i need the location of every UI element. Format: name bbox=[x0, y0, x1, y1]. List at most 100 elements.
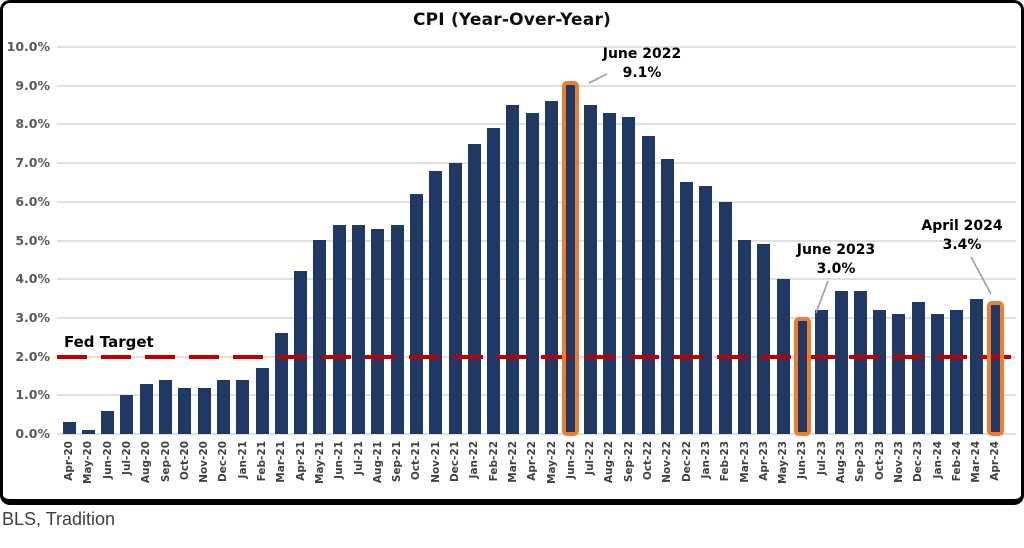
bar-Dec-21 bbox=[449, 163, 462, 434]
x-axis-tick-label: Oct-21 bbox=[410, 441, 422, 481]
x-axis-tick-label: Sep-23 bbox=[854, 441, 866, 483]
bar-Apr-24 bbox=[989, 302, 1002, 434]
x-axis-tick-label: Feb-23 bbox=[719, 441, 731, 482]
bar-Jul-23 bbox=[815, 310, 828, 434]
x-axis-tick-label: May-21 bbox=[314, 441, 326, 485]
bar-Mar-22 bbox=[506, 105, 519, 434]
bar-Apr-20 bbox=[63, 422, 76, 434]
annotation-value: 9.1% bbox=[622, 65, 662, 81]
chart-title: CPI (Year-Over-Year) bbox=[412, 10, 612, 30]
bar-Mar-23 bbox=[738, 240, 751, 434]
x-axis-tick-label: Jan-23 bbox=[700, 441, 712, 479]
annotation-Apr-24: April 2024 3.4% bbox=[921, 217, 1002, 255]
bar-Apr-21 bbox=[294, 271, 307, 434]
x-axis-tick-label: Feb-21 bbox=[256, 441, 268, 482]
bar-Feb-24 bbox=[950, 310, 963, 434]
x-axis-tick-label: Jul-20 bbox=[121, 441, 133, 475]
x-axis-tick-label: May-22 bbox=[546, 441, 558, 485]
bar-Jul-22 bbox=[584, 105, 597, 434]
fed-target-label: Fed Target bbox=[64, 333, 154, 351]
bar-Jun-22 bbox=[564, 82, 577, 434]
bar-Jan-22 bbox=[468, 144, 481, 434]
bar-Aug-21 bbox=[371, 229, 384, 434]
bar-Nov-21 bbox=[429, 171, 442, 434]
y-axis-tick-label: 8.0% bbox=[15, 116, 50, 131]
bar-Jul-20 bbox=[120, 395, 133, 434]
bar-May-21 bbox=[313, 240, 326, 434]
bar-Aug-20 bbox=[140, 384, 153, 434]
fed-target-line bbox=[57, 355, 1016, 359]
source-attribution: BLS, Tradition bbox=[2, 509, 116, 529]
bar-Aug-22 bbox=[603, 113, 616, 434]
x-axis-tick-label: Jun-21 bbox=[333, 441, 345, 479]
bar-May-20 bbox=[82, 430, 95, 434]
annotation-title: April 2024 bbox=[921, 218, 1003, 234]
x-axis-tick-label: Apr-22 bbox=[526, 441, 538, 481]
x-axis-tick-label: Sep-20 bbox=[160, 441, 172, 483]
bar-Oct-22 bbox=[642, 136, 655, 434]
x-axis-tick-label: Jun-22 bbox=[565, 441, 577, 479]
bar-Dec-22 bbox=[680, 182, 693, 434]
x-axis-tick-label: Mar-24 bbox=[970, 441, 982, 483]
bar-Sep-23 bbox=[854, 291, 867, 434]
x-axis-tick-label: Jul-23 bbox=[816, 441, 828, 475]
y-axis-tick-label: 5.0% bbox=[15, 233, 50, 248]
bar-Jun-21 bbox=[333, 225, 346, 434]
y-gridline bbox=[57, 46, 1016, 48]
x-axis-tick-label: Feb-22 bbox=[488, 441, 500, 482]
y-axis-tick-label: 2.0% bbox=[15, 349, 50, 364]
y-axis-tick-label: 9.0% bbox=[15, 78, 50, 93]
bar-Oct-20 bbox=[178, 388, 191, 434]
x-axis-tick-label: May-20 bbox=[82, 441, 94, 485]
y-axis-tick-label: 4.0% bbox=[15, 271, 50, 286]
x-axis-tick-label: Aug-22 bbox=[603, 441, 615, 484]
x-axis-tick-label: Oct-20 bbox=[179, 441, 191, 481]
x-axis-tick-label: Mar-21 bbox=[275, 441, 287, 483]
x-axis-tick-label: Oct-22 bbox=[642, 441, 654, 481]
x-axis-tick-label: Nov-21 bbox=[430, 441, 442, 483]
x-axis-tick-label: Dec-20 bbox=[217, 441, 229, 483]
y-axis-tick-label: 10.0% bbox=[6, 39, 50, 54]
x-axis-tick-label: Aug-20 bbox=[140, 441, 152, 484]
x-axis-tick-label: Dec-21 bbox=[449, 441, 461, 483]
bar-Sep-20 bbox=[159, 380, 172, 434]
bar-Nov-20 bbox=[198, 388, 211, 434]
bar-Nov-22 bbox=[661, 159, 674, 434]
bar-Jun-23 bbox=[796, 318, 809, 434]
x-axis-tick-label: Apr-20 bbox=[63, 441, 75, 481]
annotation-Jun-22: June 2022 9.1% bbox=[603, 45, 681, 83]
annotation-value: 3.0% bbox=[816, 261, 856, 277]
x-axis-tick-label: Dec-22 bbox=[681, 441, 693, 483]
bar-Mar-24 bbox=[970, 299, 983, 434]
x-axis-tick-label: Nov-23 bbox=[893, 441, 905, 483]
x-axis-tick-label: Jan-24 bbox=[932, 441, 944, 479]
bar-Oct-21 bbox=[410, 194, 423, 434]
bar-Dec-23 bbox=[912, 302, 925, 434]
x-axis-tick-label: Sep-22 bbox=[623, 441, 635, 483]
x-axis-tick-label: Nov-22 bbox=[661, 441, 673, 483]
x-axis-tick-label: Jan-21 bbox=[237, 441, 249, 479]
bar-Jun-20 bbox=[101, 411, 114, 434]
x-axis-tick-label: Jul-22 bbox=[584, 441, 596, 475]
x-axis-tick-label: Mar-23 bbox=[739, 441, 751, 483]
bar-Dec-20 bbox=[217, 380, 230, 434]
x-axis-tick-label: Aug-23 bbox=[835, 441, 847, 484]
bar-Jan-21 bbox=[236, 380, 249, 434]
y-gridline bbox=[57, 433, 1016, 435]
y-axis-tick-label: 7.0% bbox=[15, 155, 50, 170]
bar-Jan-24 bbox=[931, 314, 944, 434]
y-axis-tick-label: 1.0% bbox=[15, 387, 50, 402]
bar-Sep-22 bbox=[622, 117, 635, 434]
x-axis-tick-label: Dec-23 bbox=[912, 441, 924, 483]
x-axis-tick-label: May-23 bbox=[777, 441, 789, 485]
annotation-title: June 2023 bbox=[796, 242, 876, 258]
x-axis-tick-label: Nov-20 bbox=[198, 441, 210, 483]
bar-Nov-23 bbox=[892, 314, 905, 434]
x-axis-tick-label: Jul-21 bbox=[353, 441, 365, 475]
bar-Aug-23 bbox=[835, 291, 848, 434]
x-axis-tick-label: Jun-20 bbox=[102, 441, 114, 479]
x-axis-tick-label: Aug-21 bbox=[372, 441, 384, 484]
bar-Jan-23 bbox=[699, 186, 712, 434]
y-gridline bbox=[57, 85, 1016, 87]
annotation-Jun-23: June 2023 3.0% bbox=[797, 241, 875, 279]
